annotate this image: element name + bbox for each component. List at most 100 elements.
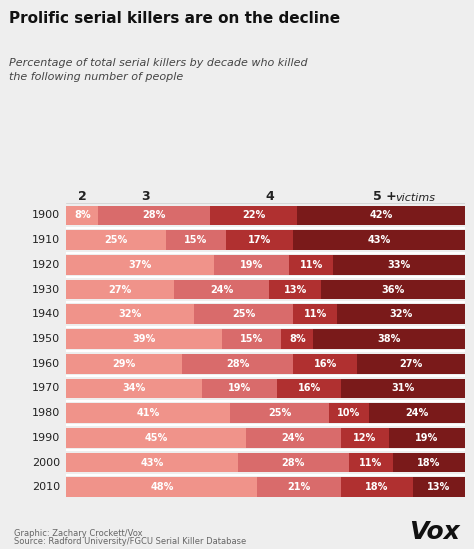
Bar bbox=[229, 403, 329, 423]
Text: Percentage of total serial killers by decade who killed
the following number of : Percentage of total serial killers by de… bbox=[9, 58, 308, 82]
Text: 24%: 24% bbox=[282, 433, 305, 443]
Text: 45%: 45% bbox=[144, 433, 168, 443]
Text: 2010: 2010 bbox=[32, 482, 60, 492]
Text: 1950: 1950 bbox=[32, 334, 60, 344]
Bar bbox=[341, 428, 389, 448]
Bar bbox=[341, 379, 465, 399]
Bar bbox=[257, 478, 341, 497]
Bar bbox=[329, 403, 369, 423]
Text: 28%: 28% bbox=[282, 457, 305, 468]
Text: 43%: 43% bbox=[367, 235, 391, 245]
Text: 27%: 27% bbox=[399, 358, 422, 369]
Text: 25%: 25% bbox=[232, 309, 255, 320]
Bar bbox=[333, 255, 465, 274]
Text: Prolific serial killers are on the decline: Prolific serial killers are on the decli… bbox=[9, 11, 341, 26]
Bar bbox=[214, 255, 289, 274]
Bar bbox=[226, 231, 293, 250]
Bar bbox=[277, 379, 341, 399]
Text: 12%: 12% bbox=[353, 433, 377, 443]
Bar bbox=[166, 231, 226, 250]
Text: 37%: 37% bbox=[128, 260, 152, 270]
Text: 11%: 11% bbox=[359, 457, 383, 468]
Bar bbox=[293, 304, 337, 324]
Text: 18%: 18% bbox=[365, 482, 389, 492]
Text: 2: 2 bbox=[78, 190, 87, 203]
Text: 1980: 1980 bbox=[32, 408, 60, 418]
Bar bbox=[289, 255, 333, 274]
Text: 43%: 43% bbox=[140, 457, 164, 468]
Text: 25%: 25% bbox=[104, 235, 128, 245]
Bar bbox=[293, 231, 465, 250]
Text: 28%: 28% bbox=[226, 358, 249, 369]
Text: 13%: 13% bbox=[427, 482, 450, 492]
Text: 21%: 21% bbox=[288, 482, 311, 492]
Bar bbox=[66, 231, 166, 250]
Text: 3: 3 bbox=[142, 190, 150, 203]
Bar bbox=[321, 279, 465, 300]
Bar bbox=[66, 478, 257, 497]
Bar bbox=[297, 206, 465, 226]
Text: 24%: 24% bbox=[210, 284, 233, 295]
Bar bbox=[174, 279, 269, 300]
Text: 1990: 1990 bbox=[32, 433, 60, 443]
Text: 34%: 34% bbox=[122, 383, 146, 394]
Text: 15%: 15% bbox=[184, 235, 208, 245]
Bar bbox=[194, 304, 293, 324]
Text: 24%: 24% bbox=[405, 408, 428, 418]
Text: 32%: 32% bbox=[389, 309, 412, 320]
Text: 17%: 17% bbox=[248, 235, 271, 245]
Bar bbox=[66, 354, 182, 373]
Text: 1930: 1930 bbox=[32, 284, 60, 295]
Text: 32%: 32% bbox=[118, 309, 142, 320]
Text: 38%: 38% bbox=[377, 334, 401, 344]
Bar bbox=[66, 428, 246, 448]
Text: 33%: 33% bbox=[387, 260, 410, 270]
Text: 13%: 13% bbox=[283, 284, 307, 295]
Text: 2000: 2000 bbox=[32, 457, 60, 468]
Text: 5 +: 5 + bbox=[373, 190, 397, 203]
Bar bbox=[341, 478, 413, 497]
Text: Vox: Vox bbox=[409, 519, 460, 544]
Text: Graphic: Zachary Crockett/Vox: Graphic: Zachary Crockett/Vox bbox=[14, 529, 143, 538]
Text: 1910: 1910 bbox=[32, 235, 60, 245]
Bar bbox=[337, 304, 465, 324]
Text: 19%: 19% bbox=[240, 260, 263, 270]
Bar bbox=[349, 452, 393, 472]
Text: 10%: 10% bbox=[337, 408, 361, 418]
Text: 1940: 1940 bbox=[32, 309, 60, 320]
Text: 39%: 39% bbox=[132, 334, 155, 344]
Bar bbox=[66, 329, 222, 349]
Text: 41%: 41% bbox=[137, 408, 160, 418]
Bar bbox=[413, 478, 465, 497]
Text: 11%: 11% bbox=[303, 309, 327, 320]
Text: 28%: 28% bbox=[142, 210, 165, 221]
Bar bbox=[66, 403, 229, 423]
Text: 1970: 1970 bbox=[32, 383, 60, 394]
Text: 25%: 25% bbox=[268, 408, 291, 418]
Bar bbox=[210, 206, 297, 226]
Text: 42%: 42% bbox=[369, 210, 392, 221]
Text: 16%: 16% bbox=[313, 358, 337, 369]
Text: 22%: 22% bbox=[242, 210, 265, 221]
Bar bbox=[66, 452, 237, 472]
Text: 18%: 18% bbox=[417, 457, 440, 468]
Text: 15%: 15% bbox=[240, 334, 263, 344]
Text: Source: Radford University/FGCU Serial Killer Database: Source: Radford University/FGCU Serial K… bbox=[14, 537, 246, 546]
Bar bbox=[246, 428, 341, 448]
Text: 11%: 11% bbox=[300, 260, 323, 270]
Bar bbox=[66, 304, 194, 324]
Bar bbox=[269, 279, 321, 300]
Text: 19%: 19% bbox=[415, 433, 438, 443]
Bar bbox=[357, 354, 465, 373]
Text: 1960: 1960 bbox=[32, 358, 60, 369]
Text: 19%: 19% bbox=[228, 383, 251, 394]
Bar bbox=[66, 206, 98, 226]
Text: 1900: 1900 bbox=[32, 210, 60, 221]
Bar bbox=[66, 379, 202, 399]
Text: 27%: 27% bbox=[109, 284, 132, 295]
Bar bbox=[389, 428, 465, 448]
Text: 31%: 31% bbox=[391, 383, 414, 394]
Bar bbox=[293, 354, 357, 373]
Text: 29%: 29% bbox=[112, 358, 136, 369]
Bar bbox=[393, 452, 465, 472]
